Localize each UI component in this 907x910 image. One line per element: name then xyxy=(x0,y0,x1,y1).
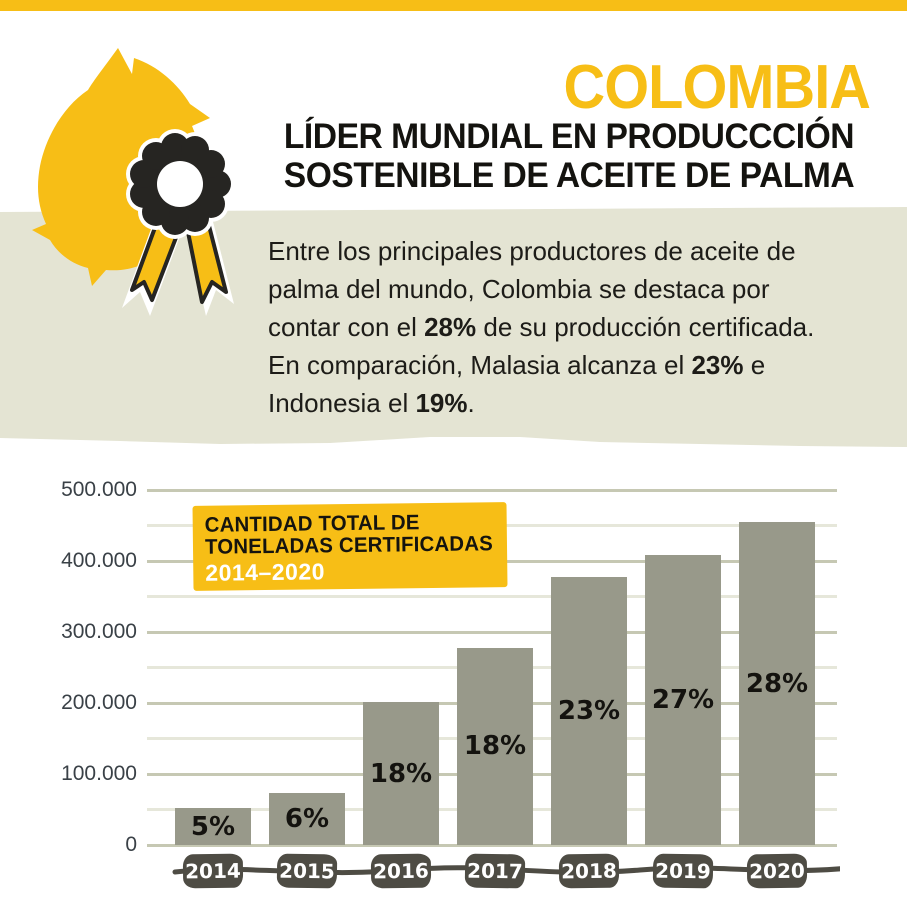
bar-2019 xyxy=(645,555,721,845)
y-axis-label: 400.000 xyxy=(61,549,137,572)
rosette-center xyxy=(157,161,203,207)
y-axis-label: 200.000 xyxy=(61,691,137,714)
intro-text-segment: e xyxy=(743,350,766,380)
palm-fruit-award-icon xyxy=(32,48,235,316)
bar-percentage-label-2016: 18% xyxy=(369,758,433,789)
intro-text-segment: 28% xyxy=(424,312,477,342)
year-badge-2019: 2019 xyxy=(652,853,714,889)
intro-text-segment: 23% xyxy=(691,350,744,380)
year-badge-2017: 2017 xyxy=(464,853,526,889)
gridline-500000 xyxy=(147,488,837,492)
bar-2015 xyxy=(269,793,345,845)
y-axis-label: 0 xyxy=(125,833,137,856)
gridline-0 xyxy=(147,843,837,847)
y-axis-label: 300.000 xyxy=(61,620,137,643)
bar-percentage-label-2015: 6% xyxy=(284,804,330,835)
bar-2016 xyxy=(363,702,439,845)
page-title: COLOMBIA xyxy=(563,53,871,122)
intro-text-segment: Entre los principales productores de ace… xyxy=(268,236,796,266)
subtitle-line-1: LÍDER MUNDIAL EN PRODUCCCIÓN xyxy=(283,117,855,156)
bar-2014 xyxy=(175,808,251,845)
year-badge-2014: 2014 xyxy=(182,853,244,889)
intro-text-segment: Indonesia el xyxy=(268,388,416,418)
bar-2017 xyxy=(457,647,533,845)
subtitle-line-2: SOSTENIBLE DE ACEITE DE PALMA xyxy=(283,156,855,195)
intro-text-segment: En comparación, Malasia alcanza el xyxy=(268,350,692,380)
bar-percentage-label-2017: 18% xyxy=(463,731,527,762)
year-badge-2015: 2015 xyxy=(276,853,338,889)
intro-text-segment: 19% xyxy=(415,388,468,418)
bar-percentage-label-2019: 27% xyxy=(651,685,715,716)
intro-text-segment: de su producción certificada. xyxy=(476,312,815,342)
year-badge-2016: 2016 xyxy=(370,853,432,889)
y-axis-label: 100.000 xyxy=(61,762,137,785)
intro-text-segment: contar con el xyxy=(268,312,425,342)
bar-percentage-label-2020: 28% xyxy=(745,668,809,699)
chart-title-line-2: TONELADAS CERTIFICADAS xyxy=(204,532,494,559)
bar-percentage-label-2014: 5% xyxy=(190,811,236,842)
intro-paragraph: Entre los principales productores de ace… xyxy=(268,232,888,422)
chart-title-range: 2014–2020 xyxy=(205,558,326,586)
bar-percentage-label-2018: 23% xyxy=(557,695,621,726)
intro-text-segment: . xyxy=(467,388,475,418)
year-badge-2020: 2020 xyxy=(746,853,808,889)
year-badge-2018: 2018 xyxy=(558,853,620,889)
gridline-350000 xyxy=(147,595,837,598)
intro-text-segment: palma del mundo, Colombia se destaca por xyxy=(268,274,770,304)
bar-2018 xyxy=(551,576,627,845)
y-axis-label: 500.000 xyxy=(61,478,137,501)
gridline-300000 xyxy=(147,630,837,634)
chart-title-box: CANTIDAD TOTAL DE TONELADAS CERTIFICADAS… xyxy=(192,502,508,591)
top-accent-bar xyxy=(0,0,907,11)
bar-2020 xyxy=(739,522,815,845)
